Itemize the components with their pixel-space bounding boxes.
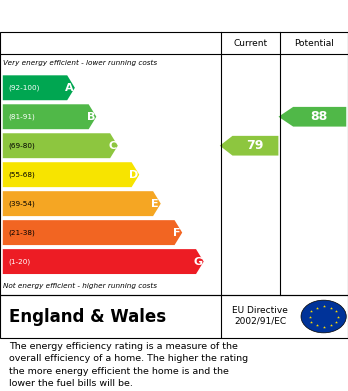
Text: Energy Efficiency Rating: Energy Efficiency Rating xyxy=(10,10,220,25)
Text: 79: 79 xyxy=(246,139,263,152)
Polygon shape xyxy=(3,75,75,100)
Text: E: E xyxy=(151,199,159,209)
Ellipse shape xyxy=(301,300,346,333)
Text: The energy efficiency rating is a measure of the
overall efficiency of a home. T: The energy efficiency rating is a measur… xyxy=(9,342,248,388)
Text: C: C xyxy=(108,141,116,151)
Polygon shape xyxy=(3,191,161,216)
Polygon shape xyxy=(3,133,118,158)
Polygon shape xyxy=(220,136,278,156)
Text: (21-38): (21-38) xyxy=(8,230,35,236)
Text: F: F xyxy=(173,228,180,238)
Polygon shape xyxy=(3,104,96,129)
Text: (55-68): (55-68) xyxy=(8,171,35,178)
Text: G: G xyxy=(193,256,203,267)
Polygon shape xyxy=(278,107,346,127)
Text: (92-100): (92-100) xyxy=(8,84,39,91)
Text: EU Directive
2002/91/EC: EU Directive 2002/91/EC xyxy=(232,306,288,325)
Text: (39-54): (39-54) xyxy=(8,201,35,207)
Text: (69-80): (69-80) xyxy=(8,142,35,149)
Text: England & Wales: England & Wales xyxy=(9,307,166,325)
Text: B: B xyxy=(87,112,95,122)
Text: Not energy efficient - higher running costs: Not energy efficient - higher running co… xyxy=(3,282,158,289)
Text: A: A xyxy=(65,83,73,93)
Polygon shape xyxy=(3,220,182,245)
Polygon shape xyxy=(3,249,204,274)
Text: D: D xyxy=(129,170,138,180)
Text: Potential: Potential xyxy=(294,39,334,48)
Text: (81-91): (81-91) xyxy=(8,113,35,120)
Text: 88: 88 xyxy=(310,110,327,123)
Text: Current: Current xyxy=(234,39,268,48)
Polygon shape xyxy=(3,162,139,187)
Text: (1-20): (1-20) xyxy=(8,258,30,265)
Text: Very energy efficient - lower running costs: Very energy efficient - lower running co… xyxy=(3,60,158,66)
